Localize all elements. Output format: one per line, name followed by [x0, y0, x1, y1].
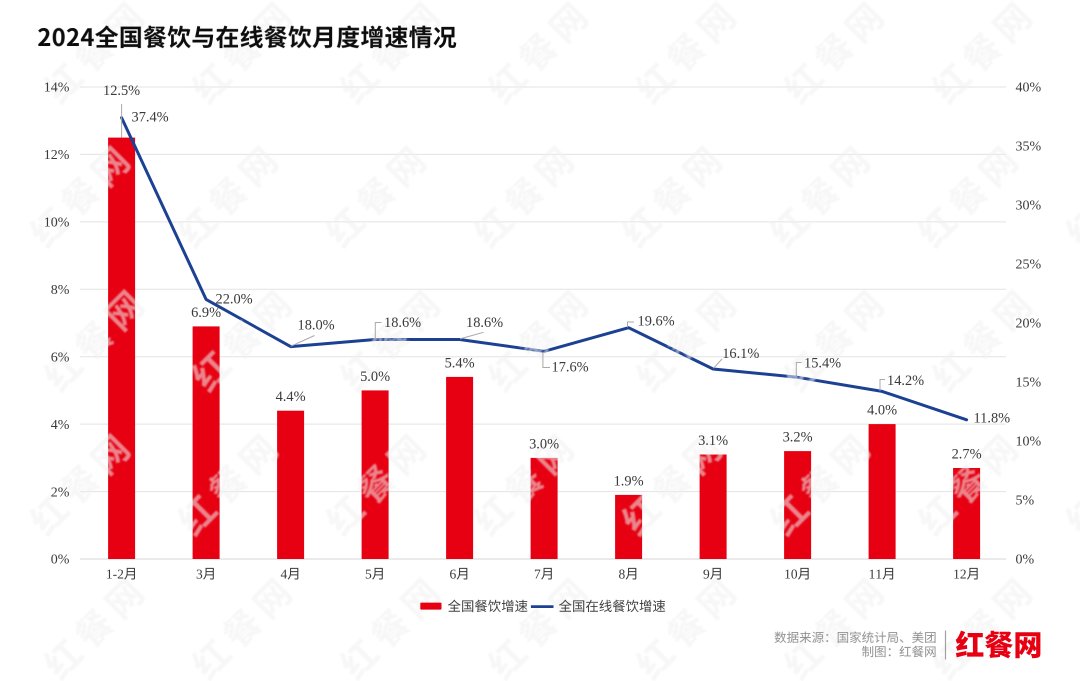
svg-text:18.6%: 18.6% — [384, 315, 421, 331]
svg-text:2.7%: 2.7% — [952, 447, 982, 463]
svg-text:30%: 30% — [1016, 199, 1042, 214]
svg-text:12.5%: 12.5% — [103, 83, 140, 99]
svg-text:0%: 0% — [51, 553, 70, 568]
svg-text:25%: 25% — [1016, 258, 1042, 273]
svg-text:17.6%: 17.6% — [552, 360, 589, 376]
svg-text:35%: 35% — [1016, 140, 1042, 155]
svg-text:15%: 15% — [1016, 376, 1042, 391]
svg-text:4.4%: 4.4% — [276, 389, 306, 405]
svg-text:20%: 20% — [1016, 317, 1042, 332]
svg-text:14%: 14% — [44, 81, 70, 96]
svg-text:10%: 10% — [1016, 435, 1042, 450]
svg-text:3.1%: 3.1% — [698, 433, 728, 449]
svg-text:18.6%: 18.6% — [466, 315, 503, 331]
svg-text:0%: 0% — [1016, 553, 1035, 568]
svg-text:19.6%: 19.6% — [638, 313, 675, 329]
svg-text:22.0%: 22.0% — [216, 292, 253, 308]
svg-text:16.1%: 16.1% — [722, 346, 759, 362]
svg-text:14.2%: 14.2% — [887, 373, 924, 389]
svg-text:6.9%: 6.9% — [191, 305, 221, 321]
svg-text:40%: 40% — [1016, 81, 1042, 96]
svg-text:10%: 10% — [44, 216, 70, 231]
svg-text:5.0%: 5.0% — [360, 369, 390, 385]
svg-text:6%: 6% — [51, 350, 70, 365]
svg-text:12%: 12% — [44, 148, 70, 163]
svg-text:5.4%: 5.4% — [445, 355, 475, 371]
svg-text:3.2%: 3.2% — [783, 430, 813, 446]
svg-text:5%: 5% — [1016, 494, 1035, 509]
svg-text:18.0%: 18.0% — [298, 318, 335, 334]
svg-text:3.0%: 3.0% — [529, 436, 559, 452]
svg-text:15.4%: 15.4% — [804, 356, 841, 372]
svg-text:4.0%: 4.0% — [867, 403, 897, 419]
svg-text:4%: 4% — [51, 418, 70, 433]
svg-text:37.4%: 37.4% — [132, 109, 169, 125]
svg-text:11.8%: 11.8% — [974, 411, 1011, 427]
svg-text:1.9%: 1.9% — [614, 473, 644, 489]
svg-text:8%: 8% — [51, 283, 70, 298]
svg-text:2%: 2% — [51, 485, 70, 500]
